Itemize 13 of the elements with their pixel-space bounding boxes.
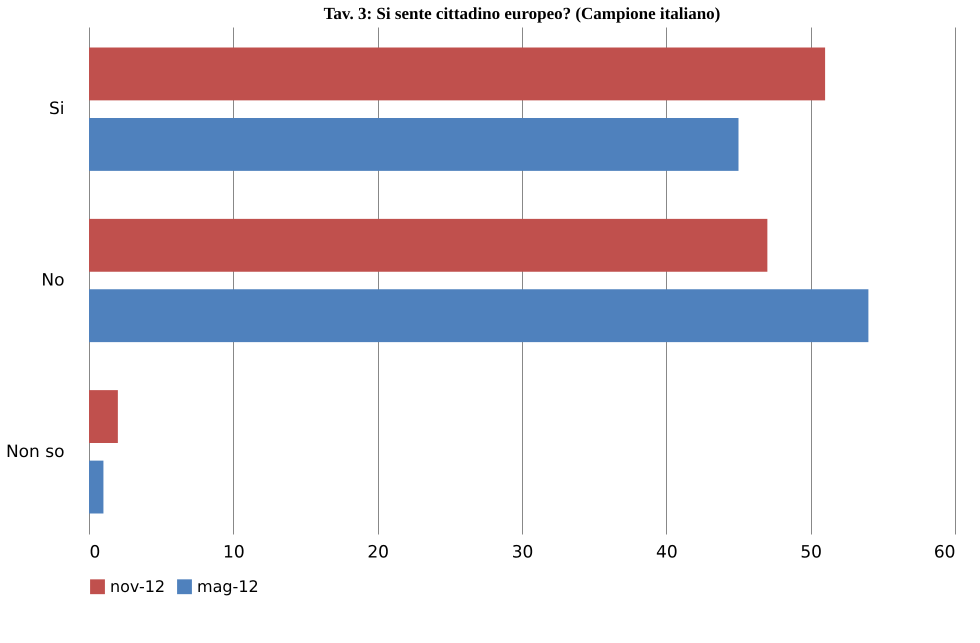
legend-label: mag-12	[197, 576, 259, 596]
y-tick-label: Non so	[6, 442, 64, 462]
x-tick-label: 30	[512, 542, 534, 562]
x-tick-label: 0	[90, 542, 100, 562]
x-tick-label: 50	[800, 542, 822, 562]
x-tick-label: 40	[656, 542, 678, 562]
legend-label: nov-12	[110, 576, 166, 596]
chart-title: Tav. 3: Si sente cittadino europeo? (Campione italiano)	[324, 4, 720, 23]
x-tick-label: 60	[934, 542, 956, 562]
y-tick-label: No	[41, 270, 64, 290]
x-tick-label: 10	[223, 542, 245, 562]
x-tick-label: 20	[367, 542, 389, 562]
y-tick-label: Si	[48, 99, 64, 120]
